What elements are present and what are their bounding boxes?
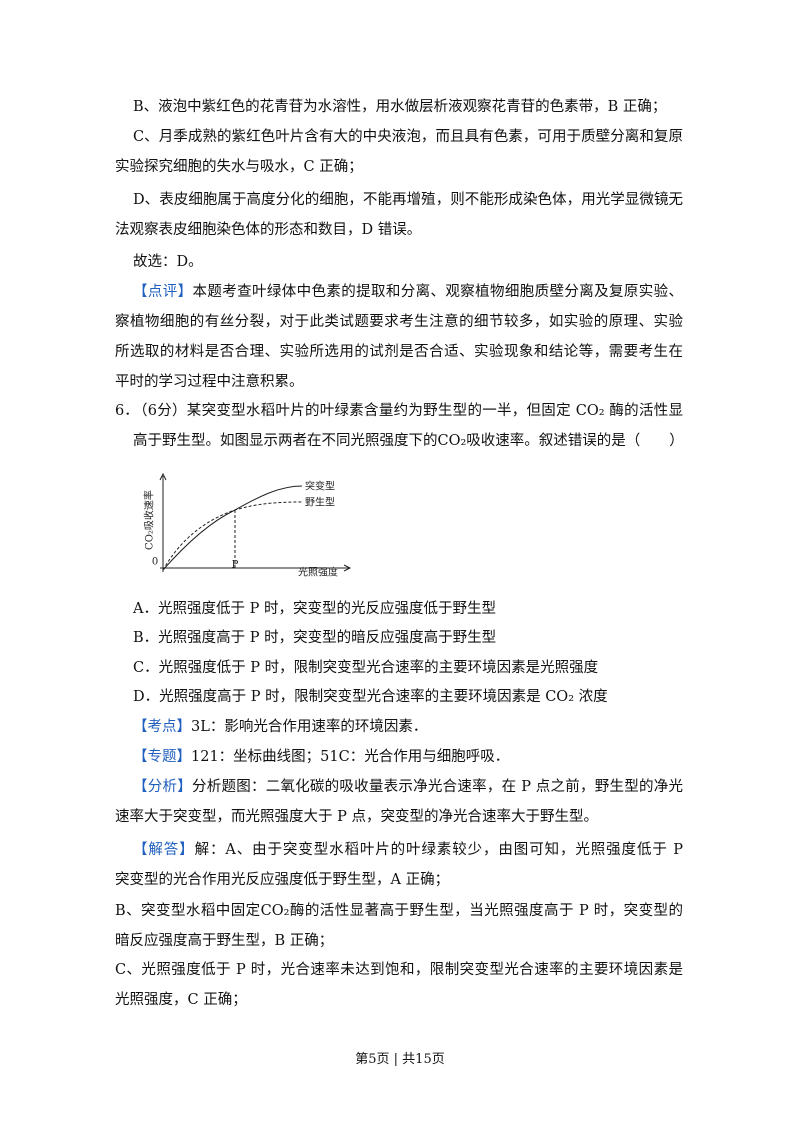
mutant-curve (162, 485, 303, 571)
text-line: 【专题】121：坐标曲线图；51C：光合作用与细胞呼吸． (133, 747, 509, 767)
text-line: 光照强度，C 正确； (115, 990, 247, 1010)
text-line: 【分析】分析题图：二氧化碳的吸收量表示净光合速率，在 P 点之前，野生型的净光合 (133, 777, 683, 797)
line-text: B、突变型水稻中固定CO₂酶的活性显著高于野生型，当光照强度高于 P 时，突变型… (115, 903, 683, 919)
line-text: 速率大于突变型，而光照强度大于 P 点，突变型的净光合速率大于野生型。 (115, 809, 598, 825)
line-text: 暗反应强度高于野生型，B 正确； (115, 933, 334, 949)
axes (159, 472, 352, 572)
line-text: 法观察表皮细胞染色体的形态和数目，D 错误。 (115, 222, 422, 238)
line-text: C、月季成熟的紫红色叶片含有大的中央液泡，而且具有色素，可用于质壁分离和复原 (133, 129, 683, 145)
text-line: A．光照强度低于 P 时，突变型的光反应强度低于野生型 (133, 599, 496, 619)
text-line: 【点评】本题考查叶绿体中色素的提取和分离、观察植物细胞质壁分离及复原实验、观 (133, 282, 683, 302)
y-label: CO₂吸收速率 (143, 490, 156, 550)
line-text: 121：坐标曲线图；51C：光合作用与细胞呼吸． (191, 749, 510, 765)
section-tag: 【专题】 (133, 749, 191, 765)
legend-label: 突变型 (305, 480, 335, 493)
line-text: A．光照强度低于 P 时，突变型的光反应强度低于野生型 (133, 601, 496, 617)
text-line: 突变型的光合作用光反应强度低于野生型，A 正确； (115, 870, 449, 890)
line-text: 故选：D。 (133, 254, 203, 270)
text-line: 实验探究细胞的失水与吸水，C 正确； (115, 157, 363, 177)
text-line: B．光照强度高于 P 时，突变型的暗反应强度高于野生型 (133, 628, 496, 648)
text-line: 速率大于突变型，而光照强度大于 P 点，突变型的净光合速率大于野生型。 (115, 807, 598, 827)
p-label: P (232, 560, 239, 571)
text-line: 高于野生型。如图显示两者在不同光照强度下的CO₂吸收速率。叙述错误的是（ ） (133, 431, 684, 451)
line-text: 3L：影响光合作用速率的环境因素． (191, 719, 428, 735)
line-text: D、表皮细胞属于高度分化的细胞，不能再增殖，则不能形成染色体，用光学显微镜无 (133, 192, 683, 208)
line-text: 平时的学习过程中注意积累。 (115, 374, 304, 390)
section-tag: 【点评】 (133, 284, 193, 300)
x-label: 光照强度 (298, 566, 338, 579)
line-text: 实验探究细胞的失水与吸水，C 正确； (115, 159, 363, 175)
text-line: 【解答】解：A、由于突变型水稻叶片的叶绿素较少，由图可知，光照强度低于 P 时， (133, 840, 683, 860)
text-line: 平时的学习过程中注意积累。 (115, 372, 304, 392)
line-text: 所选取的材料是否合理、实验所选用的试剂是否合适、实验现象和结论等，需要考生在 (115, 344, 683, 360)
footer: 第5页 | 共15页 (355, 1052, 445, 1067)
section-tag: 【解答】 (133, 842, 195, 858)
line-text: C．光照强度低于 P 时，限制突变型光合速率的主要环境因素是光照强度 (133, 660, 599, 676)
line-text: C、光照强度低于 P 时，光合速率未达到饱和，限制突变型光合速率的主要环境因素是 (115, 962, 683, 978)
line-text: 突变型的光合作用光反应强度低于野生型，A 正确； (115, 872, 450, 888)
text-line: C、月季成熟的紫红色叶片含有大的中央液泡，而且具有色素，可用于质壁分离和复原 (133, 127, 683, 147)
text-line: D．光照强度高于 P 时，限制突变型光合速率的主要环境因素是 CO₂ 浓度 (133, 687, 608, 707)
text-line: B、液泡中紫红色的花青苷为水溶性，用水做层析液观察花青苷的色素带，B 正确； (133, 97, 666, 117)
legend-label: 野生型 (305, 496, 335, 509)
origin-label: 0 (152, 557, 158, 568)
line-text: 察植物细胞的有丝分裂，对于此类试题要求考生注意的细节较多，如实验的原理、实验 (115, 314, 683, 330)
line-text: B、液泡中紫红色的花青苷为水溶性，用水做层析液观察花青苷的色素带，B 正确； (133, 99, 667, 115)
text-line: C、光照强度低于 P 时，光合速率未达到饱和，限制突变型光合速率的主要环境因素是 (115, 960, 683, 980)
y-arrow (159, 472, 167, 481)
line-text: 本题考查叶绿体中色素的提取和分离、观察植物细胞质壁分离及复原实验、观 (192, 284, 684, 300)
wild-curve (162, 501, 303, 571)
x-arrow (343, 564, 352, 572)
line-text: 解：A、由于突变型水稻叶片的叶绿素较少，由图可知，光照强度低于 P 时， (194, 842, 683, 858)
line-text: 分析题图：二氧化碳的吸收量表示净光合速率，在 P 点之前，野生型的净光合 (191, 779, 683, 795)
section-tag: 【分析】 (133, 779, 192, 795)
text-line: 故选：D。 (133, 252, 203, 272)
line-text: 光照强度，C 正确； (115, 992, 247, 1008)
text-line: 法观察表皮细胞染色体的形态和数目，D 错误。 (115, 220, 421, 240)
text-line: B、突变型水稻中固定CO₂酶的活性显著高于野生型，当光照强度高于 P 时，突变型… (115, 901, 683, 921)
line-text: D．光照强度高于 P 时，限制突变型光合速率的主要环境因素是 CO₂ 浓度 (133, 689, 608, 705)
line-text: B．光照强度高于 P 时，突变型的暗反应强度高于野生型 (133, 630, 497, 646)
text-line: C．光照强度低于 P 时，限制突变型光合速率的主要环境因素是光照强度 (133, 658, 598, 678)
text-line: 暗反应强度高于野生型，B 正确； (115, 931, 333, 951)
text-line: 【考点】3L：影响光合作用速率的环境因素． (133, 717, 427, 737)
line-text: 高于野生型。如图显示两者在不同光照强度下的CO₂吸收速率。叙述错误的是（ ） (133, 433, 684, 449)
question-number: 6． (115, 403, 139, 419)
line-text: （6分）某突变型水稻叶片的叶绿素含量约为野生型的一半，但固定 CO₂ 酶的活性显… (133, 403, 683, 419)
text-line: D、表皮细胞属于高度分化的细胞，不能再增殖，则不能形成染色体，用光学显微镜无 (133, 190, 683, 210)
section-tag: 【考点】 (133, 719, 191, 735)
text-line: 所选取的材料是否合理、实验所选用的试剂是否合适、实验现象和结论等，需要考生在 (115, 342, 683, 362)
text-line: （6分）某突变型水稻叶片的叶绿素含量约为野生型的一半，但固定 CO₂ 酶的活性显… (133, 401, 683, 421)
text-line: 察植物细胞的有丝分裂，对于此类试题要求考生注意的细节较多，如实验的原理、实验 (115, 312, 683, 332)
